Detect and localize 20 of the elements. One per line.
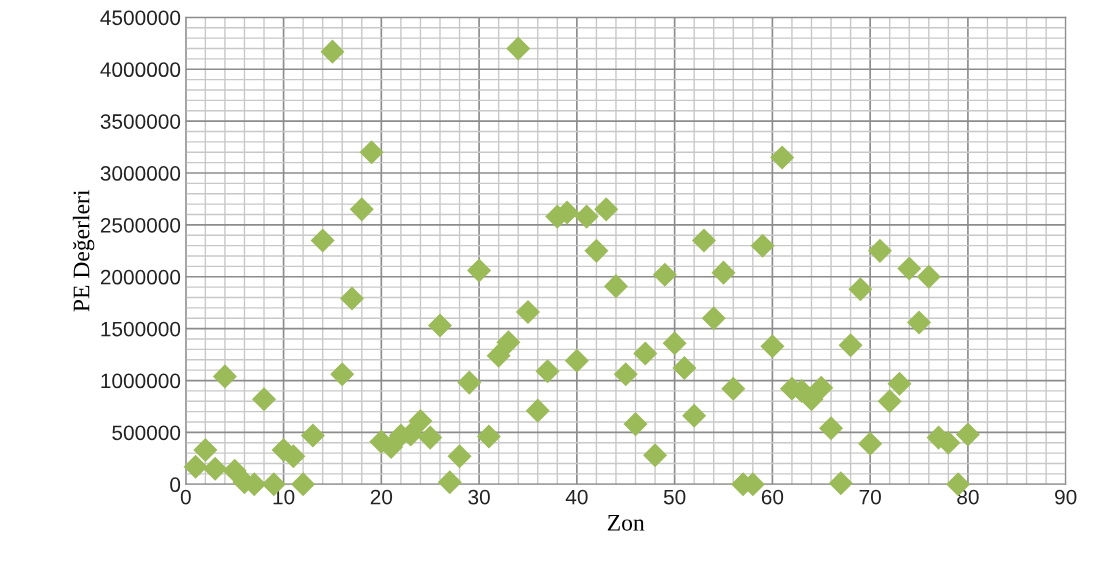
y-tick-label: 3000000 [100, 166, 181, 181]
x-axis-title: Zon [607, 515, 645, 531]
x-tick-label: 0 [180, 489, 191, 505]
x-tick-label: 90 [1055, 489, 1077, 505]
y-tick-label: 4500000 [100, 10, 181, 26]
y-axis-title: PE Değerleri [72, 190, 95, 312]
y-tick-label: 500000 [112, 425, 181, 441]
x-tick-label: 60 [761, 489, 784, 505]
x-tick-label: 70 [859, 489, 881, 505]
x-tick-label: 50 [663, 489, 686, 505]
y-tick-label: 2500000 [100, 217, 181, 233]
x-tick-label: 20 [370, 489, 393, 505]
y-tick-label: 2000000 [100, 269, 181, 285]
y-tick-label: 0 [170, 477, 181, 493]
x-tick-label: 30 [468, 489, 490, 505]
y-tick-label: 1500000 [101, 321, 181, 337]
y-tick-label: 3500000 [100, 114, 181, 129]
x-tick-label: 40 [565, 489, 588, 505]
y-tick-label: 1000000 [101, 373, 181, 389]
y-tick-label: 4000000 [100, 62, 181, 78]
